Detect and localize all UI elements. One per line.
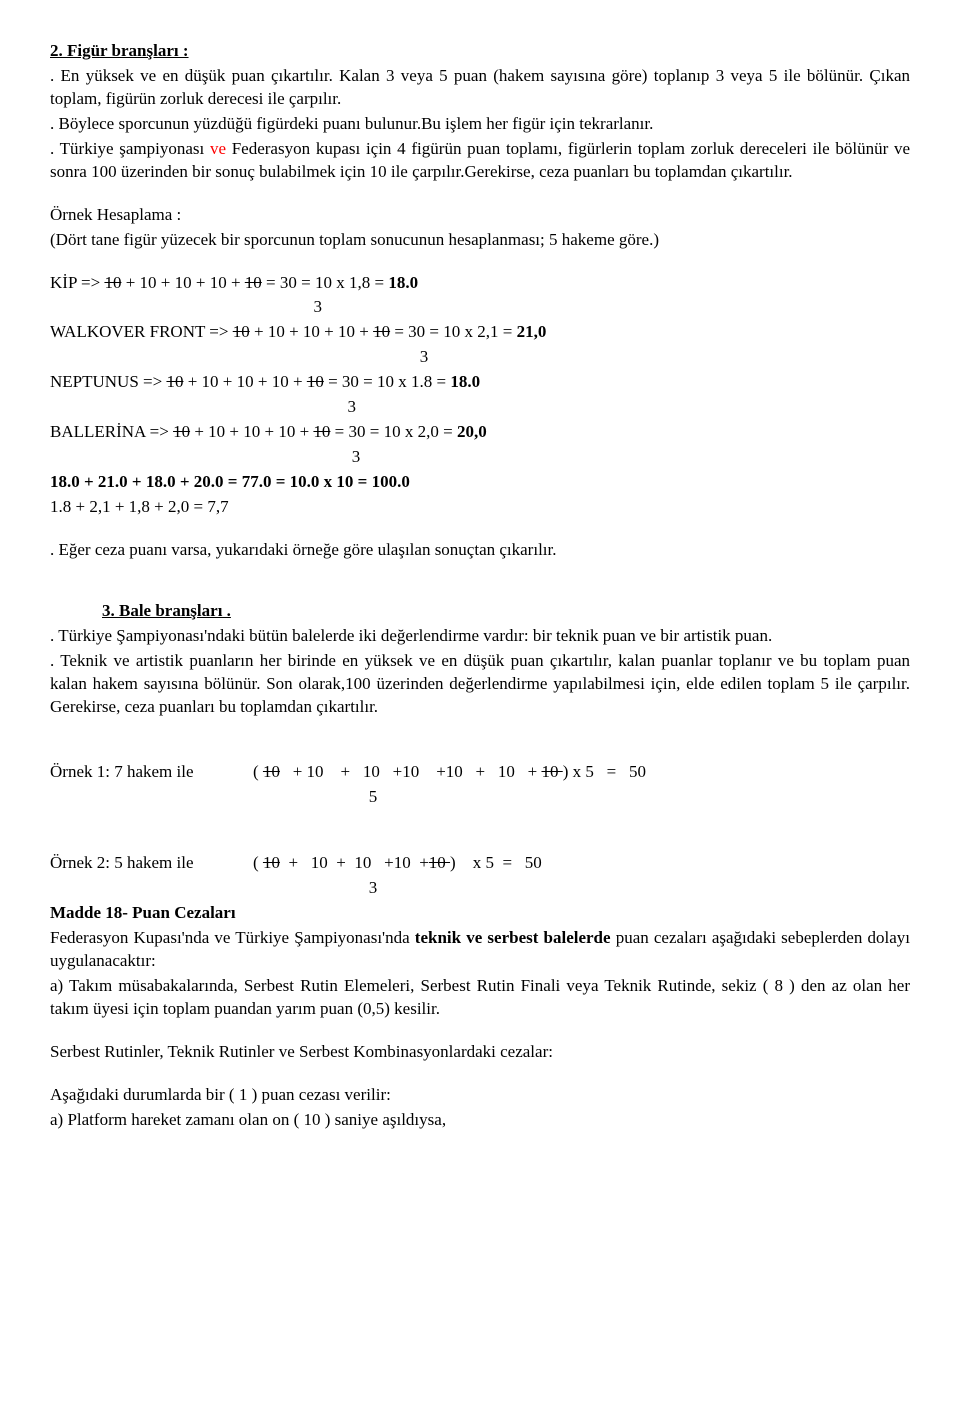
madde-18-p1: Federasyon Kupası'nda ve Türkiye Şampiyo…	[50, 927, 910, 973]
asagidaki: Aşağıdaki durumlarda bir ( 1 ) puan ceza…	[50, 1084, 910, 1107]
section-2-title: 3. Bale branşları .	[50, 600, 910, 623]
asagidaki-a: a) Platform hareket zamanı olan on ( 10 …	[50, 1109, 910, 1132]
madde-18-title: Madde 18- Puan Cezaları	[50, 902, 910, 925]
section-1-note: . Eğer ceza puanı varsa, yukarıdaki örne…	[50, 539, 910, 562]
neptunus-denom: 3	[50, 396, 910, 419]
ornek-hesaplama-desc: (Dört tane figür yüzecek bir sporcunun t…	[50, 229, 910, 252]
section-2-p1: . Türkiye Şampiyonası'ndaki bütün balele…	[50, 625, 910, 648]
kip-denom: 3	[50, 296, 910, 319]
sum-line-2: 1.8 + 2,1 + 1,8 + 2,0 = 7,7	[50, 496, 910, 519]
walkover-denom: 3	[50, 346, 910, 369]
section-1-title: 2. Figür branşları :	[50, 40, 910, 63]
serbest-rutinler: Serbest Rutinler, Teknik Rutinler ve Ser…	[50, 1041, 910, 1064]
sum-line-1: 18.0 + 21.0 + 18.0 + 20.0 = 77.0 = 10.0 …	[50, 471, 910, 494]
neptunus-line: NEPTUNUS => 10 + 10 + 10 + 10 + 10 = 30 …	[50, 371, 910, 394]
ballerina-line: BALLERİNA => 10 + 10 + 10 + 10 + 10 = 30…	[50, 421, 910, 444]
section-1-p1c: . Türkiye şampiyonası ve Federasyon kupa…	[50, 138, 910, 184]
ornek1-line: Örnek 1: 7 hakem ile ( 10 + 10 + 10 +10 …	[50, 739, 910, 785]
kip-line: KİP => 10 + 10 + 10 + 10 + 10 = 30 = 10 …	[50, 272, 910, 295]
ballerina-denom: 3	[50, 446, 910, 469]
section-1-p1b: . Böylece sporcunun yüzdüğü figürdeki pu…	[50, 113, 910, 136]
section-1-p1a: . En yüksek ve en düşük puan çıkartılır.…	[50, 65, 910, 111]
ornek2-line: Örnek 2: 5 hakem ile ( 10 + 10 + 10 +10 …	[50, 829, 910, 875]
section-2-p2: . Teknik ve artistik puanların her birin…	[50, 650, 910, 719]
ornek1-denom: 5	[50, 786, 910, 809]
walkover-line: WALKOVER FRONT => 10 + 10 + 10 + 10 + 10…	[50, 321, 910, 344]
ornek-hesaplama-title: Örnek Hesaplama :	[50, 204, 910, 227]
ornek2-denom: 3	[50, 877, 910, 900]
madde-18-a: a) Takım müsabakalarında, Serbest Rutin …	[50, 975, 910, 1021]
